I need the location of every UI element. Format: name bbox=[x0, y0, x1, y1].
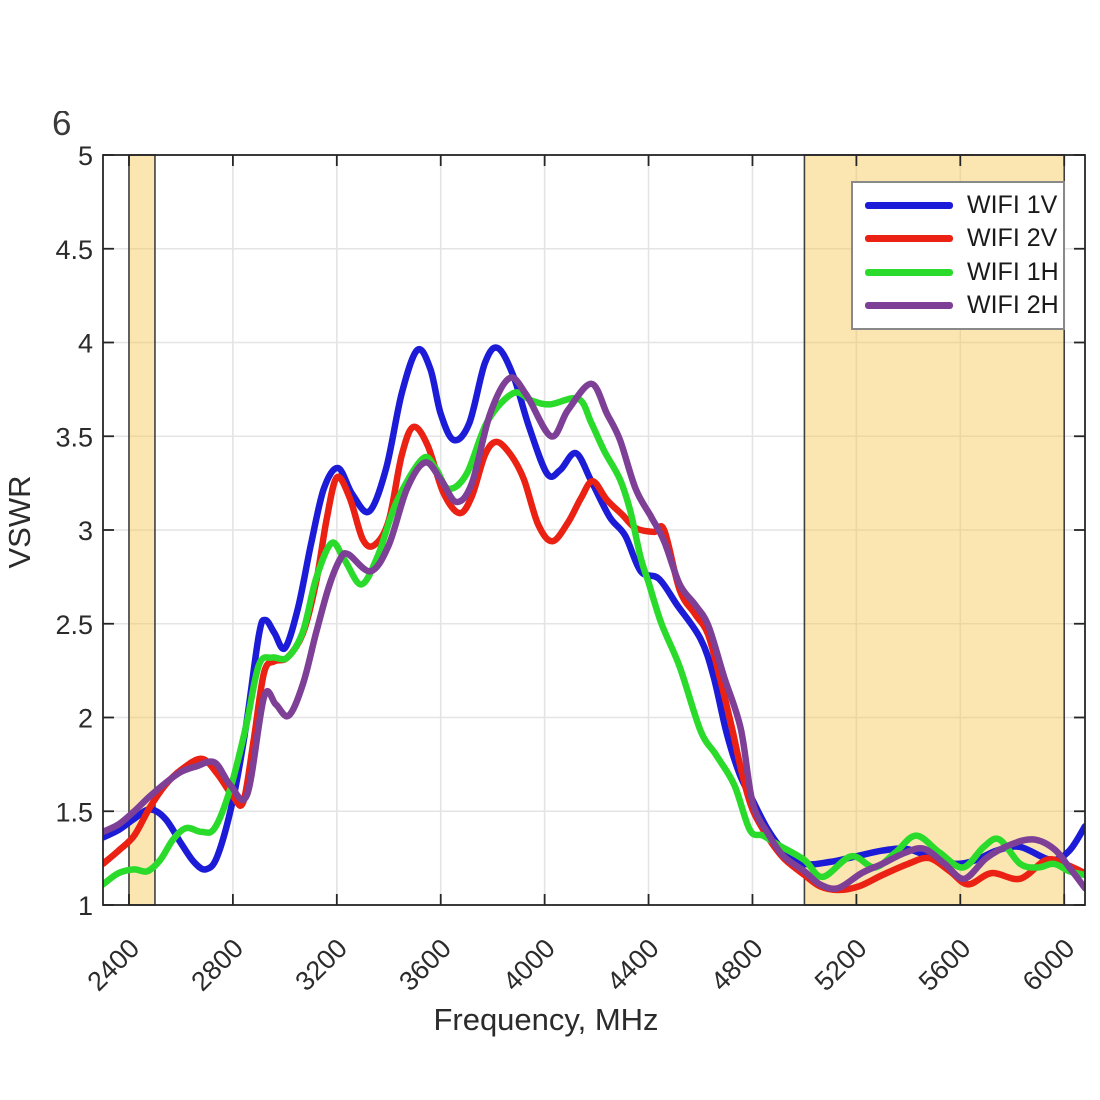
y-tick-label: 2 bbox=[78, 704, 93, 734]
legend-item-wifi-2h: WIFI 2H bbox=[865, 291, 1059, 320]
legend-label: WIFI 2V bbox=[967, 224, 1058, 253]
y-tick-label: 1.5 bbox=[55, 797, 93, 827]
y-tick-label: 3.5 bbox=[55, 422, 93, 452]
series-line-wifi-2h bbox=[103, 374, 1085, 892]
legend-line-sample bbox=[865, 235, 953, 243]
y-tick-label: 4.5 bbox=[55, 235, 93, 265]
legend-label: WIFI 1H bbox=[967, 257, 1059, 286]
legend-label: WIFI 2H bbox=[967, 290, 1059, 319]
y-axis-label: VSWR bbox=[2, 476, 37, 569]
y-tick-label: 1 bbox=[78, 891, 93, 921]
series-line-wifi-2v bbox=[103, 423, 1085, 894]
y-tick-label: 3 bbox=[78, 516, 93, 546]
x-axis-label: Frequency, MHz bbox=[433, 1002, 658, 1037]
x-tick-label: 5600 bbox=[913, 933, 977, 997]
x-tick-label: 4000 bbox=[497, 933, 561, 997]
y-tick-label: 2.5 bbox=[55, 610, 93, 640]
legend-item-wifi-2v: WIFI 2V bbox=[865, 224, 1057, 253]
legend-item-wifi-1h: WIFI 1H bbox=[865, 258, 1059, 287]
legend-line-sample bbox=[865, 202, 953, 210]
x-tick-label: 6000 bbox=[1017, 933, 1081, 997]
x-tick-label: 2400 bbox=[82, 933, 146, 997]
x-tick-label: 4800 bbox=[705, 933, 769, 997]
x-tick-label: 5200 bbox=[809, 933, 873, 997]
y-tick-label: 4 bbox=[78, 329, 93, 359]
clipped-y-axis-label: 6 bbox=[52, 111, 88, 136]
legend-line-sample bbox=[865, 268, 953, 276]
legend-line-sample bbox=[865, 301, 953, 309]
legend-item-wifi-1v: WIFI 1V bbox=[865, 191, 1057, 220]
y-tick-label: 5 bbox=[78, 141, 93, 171]
legend: WIFI 1V WIFI 2V WIFI 1H WIFI 2H bbox=[851, 181, 1065, 330]
clipped-y-axis-label-text: 6 bbox=[52, 111, 72, 136]
x-tick-label: 3200 bbox=[289, 933, 353, 997]
x-tick-label: 3600 bbox=[393, 933, 457, 997]
x-tick-label: 2800 bbox=[185, 933, 249, 997]
x-tick-label: 4400 bbox=[601, 933, 665, 997]
legend-label: WIFI 1V bbox=[967, 191, 1058, 220]
